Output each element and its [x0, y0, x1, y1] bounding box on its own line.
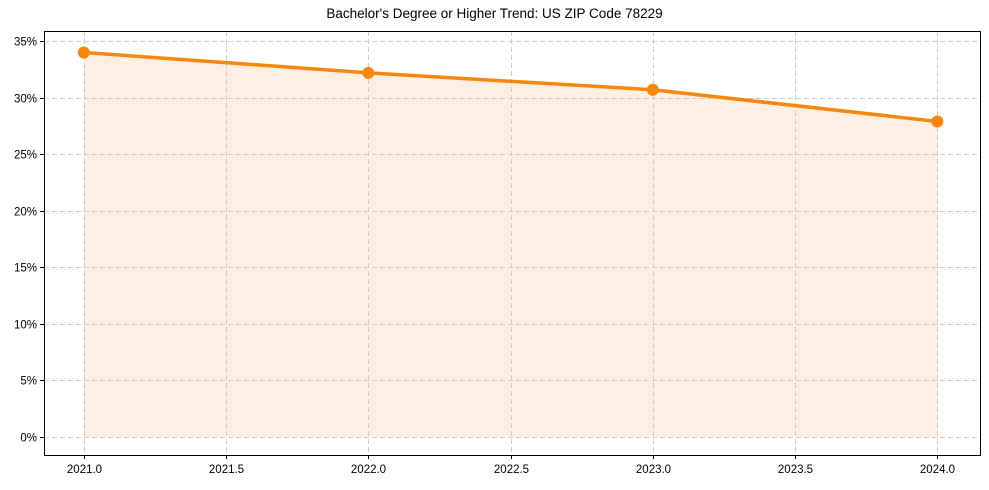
x-tick-label: 2024.0 [920, 464, 955, 476]
area-fill [83, 52, 938, 437]
x-tick-label: 2022.0 [351, 464, 386, 476]
grid-lines [44, 31, 980, 455]
x-tick-label: 2021.0 [67, 464, 102, 476]
x-tick-label: 2023.5 [778, 464, 813, 476]
y-axis: 0% 5% 10% 15% 20% 25% 30% 35% [14, 37, 44, 445]
chart-title: Bachelor's Degree or Higher Trend: US ZI… [326, 6, 663, 21]
y-tick-label: 15% [14, 263, 37, 275]
y-tick-label: 30% [14, 94, 37, 106]
data-point-marker [931, 115, 944, 128]
data-point-marker [646, 83, 659, 96]
data-markers [77, 46, 944, 128]
y-tick-label: 10% [14, 320, 37, 332]
x-tick-label: 2021.5 [209, 464, 244, 476]
data-point-marker [362, 66, 375, 79]
data-line [82, 50, 940, 124]
y-tick-label: 20% [14, 207, 37, 219]
y-tick-label: 5% [20, 376, 37, 388]
x-tick-label: 2023.0 [636, 464, 671, 476]
x-tick-label: 2022.5 [494, 464, 529, 476]
data-point-marker [77, 46, 90, 59]
x-axis: 2021.0 2021.5 2022.0 2022.5 2023.0 2023.5 2024… [67, 455, 955, 476]
plot-frame [44, 31, 981, 456]
y-tick-label: 25% [14, 150, 37, 162]
y-tick-label: 0% [20, 433, 37, 445]
y-tick-label: 35% [14, 37, 37, 49]
